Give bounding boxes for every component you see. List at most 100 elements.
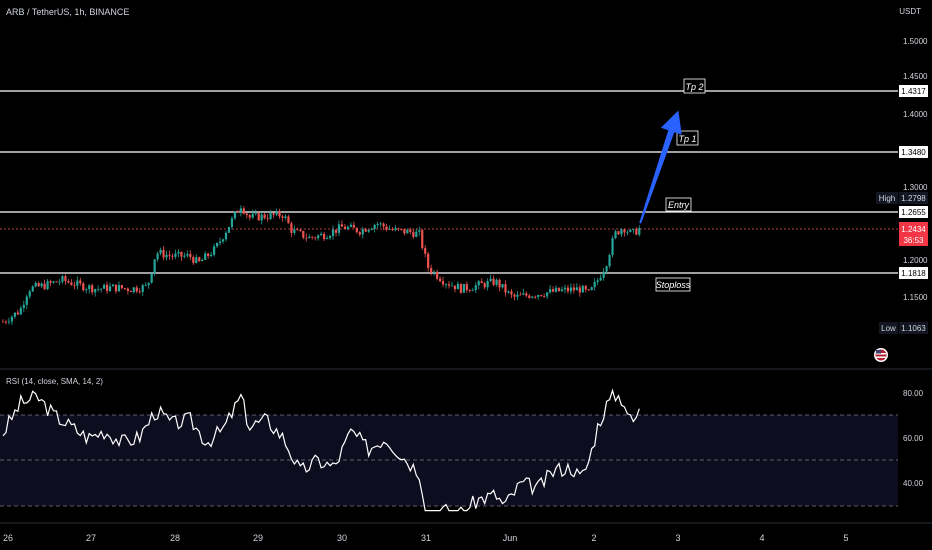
candle-body bbox=[239, 208, 242, 213]
candle-body bbox=[263, 214, 266, 219]
level-lines[interactable] bbox=[0, 90, 898, 274]
rsi-tick: 80.00 bbox=[903, 389, 924, 398]
candle-body bbox=[218, 241, 222, 244]
candle-body bbox=[388, 229, 391, 230]
candle-body bbox=[236, 211, 239, 213]
candle-body bbox=[337, 224, 341, 233]
tp1-price-tag bbox=[899, 146, 928, 158]
price-axis[interactable]: 1.5000 1.4500 1.4000 1.3000 1.2000 1.150… bbox=[903, 37, 928, 302]
candle-body bbox=[373, 225, 376, 229]
candle-body bbox=[207, 253, 210, 256]
candle-body bbox=[415, 231, 418, 237]
candle-body bbox=[49, 281, 52, 283]
tp1-label: Tp 1 bbox=[678, 134, 696, 144]
target-arrow-layer[interactable] bbox=[639, 110, 682, 224]
candle-body bbox=[230, 218, 234, 227]
candle-body bbox=[323, 233, 326, 239]
candle-body bbox=[566, 287, 570, 292]
candle-body bbox=[444, 284, 448, 286]
candle-body bbox=[114, 284, 118, 292]
rsi-line bbox=[2, 388, 640, 512]
tp1-label-box[interactable] bbox=[676, 130, 699, 146]
candle-body bbox=[293, 229, 296, 233]
last-price: 1.2434 bbox=[901, 225, 926, 234]
candle-series[interactable] bbox=[1, 205, 641, 325]
candle-body bbox=[599, 277, 602, 281]
candle-body bbox=[242, 208, 245, 214]
candle-body bbox=[174, 253, 177, 257]
candle-body bbox=[317, 235, 320, 239]
candle-body bbox=[10, 316, 14, 322]
candle-body bbox=[620, 229, 623, 235]
candle-body bbox=[403, 229, 406, 234]
candle-body bbox=[117, 285, 121, 292]
time-axis[interactable]: 26 27 28 29 30 31 Jun 2 3 4 5 bbox=[3, 533, 849, 543]
candle-body bbox=[569, 287, 573, 292]
candle-body bbox=[210, 254, 213, 256]
candle-body bbox=[254, 213, 257, 214]
tp2-label-box[interactable] bbox=[683, 78, 706, 94]
candle-body bbox=[596, 280, 599, 282]
candle-body bbox=[551, 289, 555, 292]
entry-price-tag bbox=[899, 206, 928, 218]
candle-body bbox=[7, 321, 11, 323]
candle-body bbox=[516, 294, 519, 297]
flag-icon[interactable] bbox=[874, 348, 888, 362]
price-tick: 1.4500 bbox=[903, 72, 928, 81]
candle-body bbox=[290, 223, 293, 233]
candle-body bbox=[632, 228, 635, 230]
low-label-box bbox=[879, 322, 898, 334]
candle-body bbox=[233, 211, 237, 219]
time-tick: 31 bbox=[421, 533, 431, 543]
candle-body bbox=[361, 229, 364, 235]
candle-body bbox=[486, 281, 489, 288]
candle-body bbox=[260, 214, 263, 221]
candle-body bbox=[343, 226, 347, 230]
candle-body bbox=[441, 281, 445, 285]
target-arrow[interactable] bbox=[639, 110, 682, 224]
stoploss-label-box[interactable] bbox=[655, 277, 691, 292]
candle-body bbox=[153, 259, 156, 274]
candle-body bbox=[52, 281, 55, 283]
candle-body bbox=[629, 229, 632, 232]
candle-body bbox=[91, 285, 94, 293]
candle-body bbox=[67, 281, 70, 283]
candle-body bbox=[430, 268, 433, 273]
candle-body bbox=[201, 259, 204, 262]
high-value-box bbox=[899, 192, 928, 204]
candle-body bbox=[64, 276, 67, 282]
candle-body bbox=[94, 289, 97, 293]
candle-body bbox=[171, 255, 174, 257]
time-tick: 29 bbox=[253, 533, 263, 543]
candle-body bbox=[296, 229, 299, 231]
candle-body bbox=[355, 227, 358, 233]
price-tags[interactable]: 1.4317 1.3480 High 1.2798 1.2655 1.2434 … bbox=[876, 85, 928, 334]
candle-body bbox=[391, 229, 394, 231]
price-tick: 1.1500 bbox=[903, 293, 928, 302]
candle-body bbox=[266, 218, 269, 219]
entry-label-box[interactable] bbox=[665, 197, 692, 212]
high-label-box bbox=[876, 192, 898, 204]
currency-label: USDT bbox=[899, 7, 921, 16]
time-tick: 28 bbox=[170, 533, 180, 543]
candle-body bbox=[400, 229, 403, 230]
candle-body bbox=[278, 211, 281, 217]
candle-body bbox=[397, 228, 400, 230]
candle-body bbox=[325, 238, 329, 239]
high-value: 1.2798 bbox=[901, 194, 926, 203]
candle-body bbox=[16, 312, 19, 315]
candle-body bbox=[141, 285, 144, 292]
rsi-series[interactable] bbox=[2, 388, 640, 512]
level-labels[interactable]: Tp 2 Tp 1 Entry Stoploss bbox=[655, 78, 706, 292]
candle-body bbox=[79, 280, 82, 284]
candle-body bbox=[61, 276, 64, 282]
candle-body bbox=[474, 285, 477, 291]
candle-body bbox=[40, 283, 43, 287]
tp2-price-tag-text: 1.4317 bbox=[901, 87, 926, 96]
candle-body bbox=[557, 287, 561, 292]
candle-body bbox=[519, 294, 522, 296]
candle-body bbox=[302, 230, 305, 238]
candle-body bbox=[477, 281, 480, 286]
candle-body bbox=[198, 257, 201, 262]
